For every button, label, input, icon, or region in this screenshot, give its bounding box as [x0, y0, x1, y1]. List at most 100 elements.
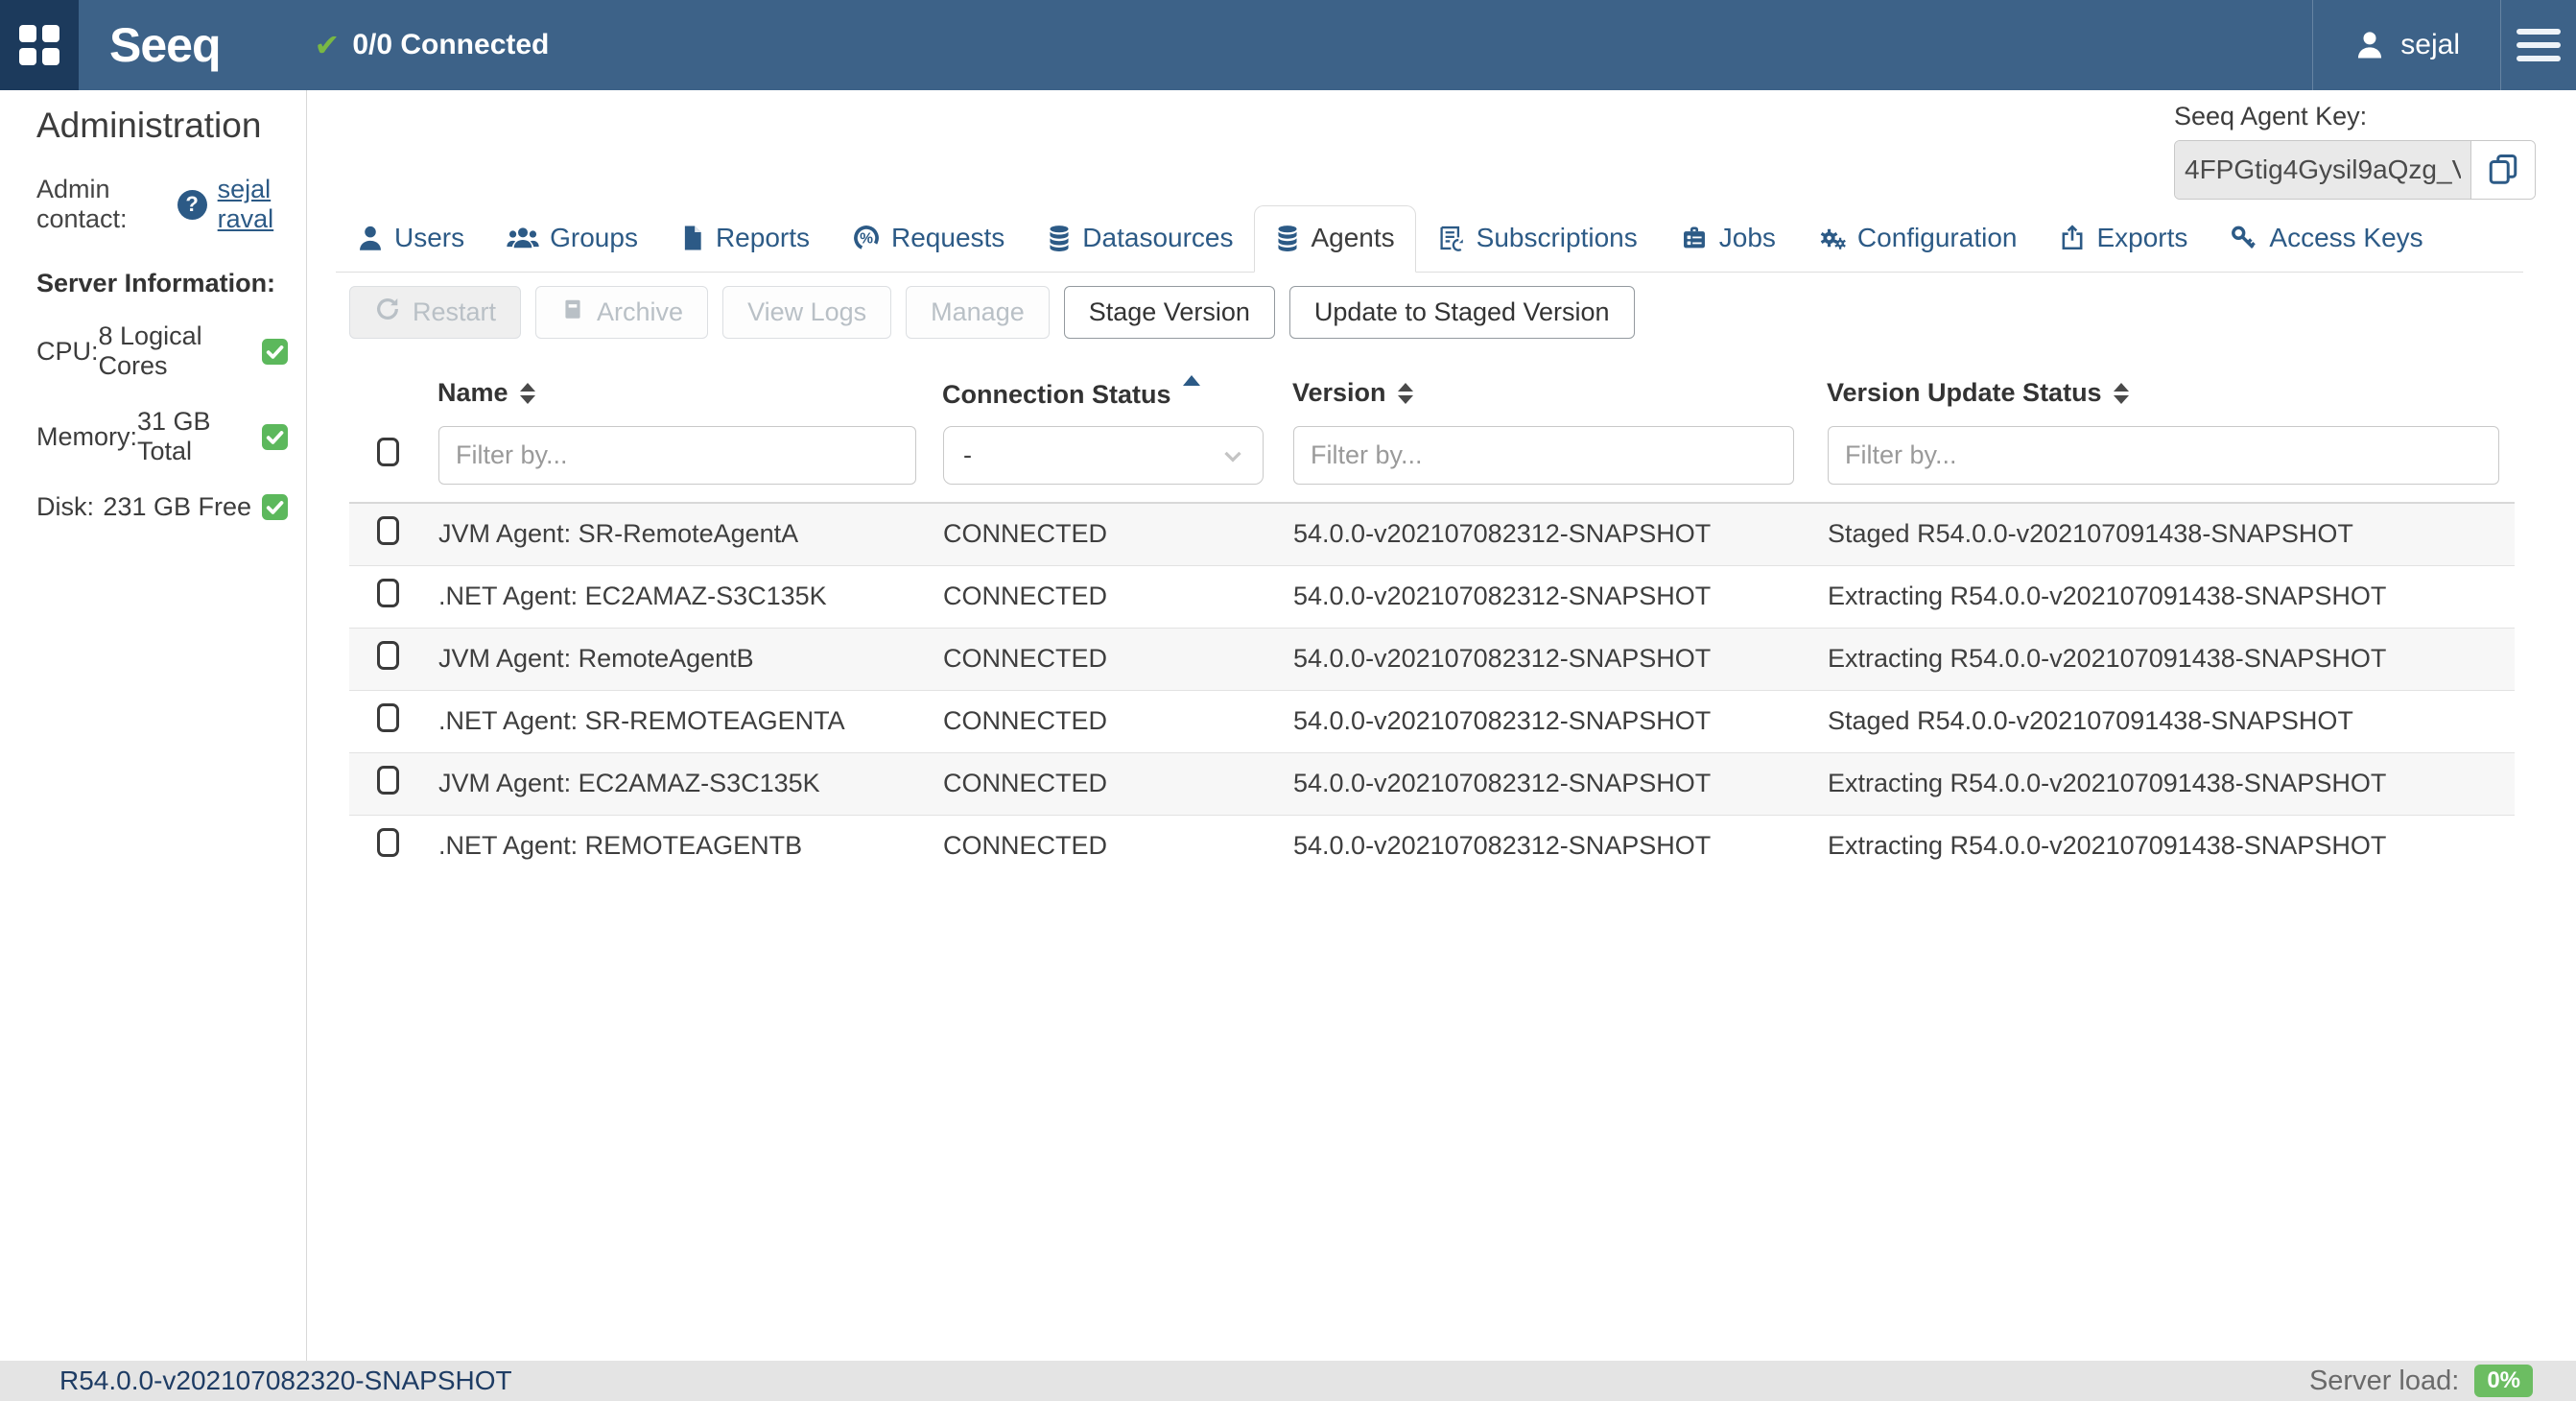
tab-groups[interactable]: Groups — [485, 205, 659, 273]
archive-button[interactable]: Archive — [535, 286, 709, 339]
tab-access-keys[interactable]: Access Keys — [2209, 205, 2444, 273]
admin-contact-link[interactable]: sejal raval — [217, 175, 274, 233]
admin-sidebar: Administration Admin contact: ? sejal ra… — [0, 90, 307, 1361]
stage-version-button[interactable]: Stage Version — [1063, 286, 1275, 339]
sort-icon — [2113, 383, 2129, 405]
cell-version: 54.0.0-v202107082312-SNAPSHOT — [1292, 814, 1827, 877]
col-header-version-update-status[interactable]: Version Update Status — [1827, 362, 2515, 425]
tab-agents[interactable]: Agents — [1254, 205, 1416, 273]
server-info-heading: Server Information: — [36, 269, 276, 297]
cell-agent-name: .NET Agent: EC2AMAZ-S3C135K — [437, 564, 942, 628]
gears-icon — [1818, 224, 1847, 252]
col-header-checkbox — [349, 362, 437, 425]
agent-table-row[interactable]: JVM Agent: SR-RemoteAgentA CONNECTED 54.… — [349, 502, 2515, 565]
row-checkbox[interactable] — [377, 579, 399, 607]
user-icon — [357, 224, 384, 252]
main-content: Seeq Agent Key: Users — [307, 90, 2576, 1361]
name-filter-input[interactable] — [438, 426, 916, 485]
agent-table-row[interactable]: JVM Agent: EC2AMAZ-S3C135K CONNECTED 54.… — [349, 751, 2515, 815]
hamburger-menu-button[interactable] — [2501, 0, 2576, 90]
stat-label: Disk: — [36, 492, 94, 521]
gauge-percent-icon: % — [852, 224, 881, 252]
row-checkbox[interactable] — [377, 766, 399, 795]
cell-agent-name: JVM Agent: RemoteAgentB — [437, 627, 942, 690]
database-icon — [1275, 224, 1300, 252]
cell-version-update-status: Extracting R54.0.0-v202107091438-SNAPSHO… — [1827, 751, 2515, 815]
cell-agent-name: .NET Agent: SR-REMOTEAGENTA — [437, 689, 942, 752]
row-checkbox[interactable] — [377, 641, 399, 670]
status-footer: R54.0.0-v202107082320-SNAPSHOT Server lo… — [0, 1361, 2576, 1401]
waffle-grid-icon — [19, 25, 59, 65]
tab-requests[interactable]: % Requests — [831, 205, 1026, 273]
col-header-version[interactable]: Version — [1292, 362, 1827, 425]
admin-tab-bar: Users Groups Reports % Requests Datasour… — [336, 205, 2523, 273]
agent-table-row[interactable]: .NET Agent: REMOTEAGENTB CONNECTED 54.0.… — [349, 814, 2515, 877]
datasources-connected-status[interactable]: ✔ 0/0 Connected — [315, 27, 550, 63]
cell-agent-name: JVM Agent: SR-RemoteAgentA — [437, 502, 942, 565]
agent-key-input[interactable] — [2175, 141, 2471, 199]
tab-subscriptions[interactable]: Subscriptions — [1416, 205, 1659, 273]
tab-exports[interactable]: Exports — [2038, 205, 2209, 273]
select-all-checkbox[interactable] — [377, 438, 399, 466]
version-filter-input[interactable] — [1293, 426, 1794, 485]
app-switcher-button[interactable] — [0, 0, 79, 90]
col-header-name[interactable]: Name — [437, 362, 942, 425]
help-question-icon[interactable]: ? — [177, 189, 207, 220]
tab-datasources[interactable]: Datasources — [1026, 205, 1254, 273]
export-icon — [2059, 224, 2086, 252]
check-square-icon — [262, 423, 288, 450]
update-status-filter-input[interactable] — [1828, 426, 2499, 485]
cell-agent-name: .NET Agent: REMOTEAGENTB — [437, 814, 942, 877]
sort-icon — [1397, 383, 1413, 405]
status-filter-select[interactable]: - — [943, 426, 1264, 485]
svg-text:%: % — [860, 230, 873, 247]
cell-version: 54.0.0-v202107082312-SNAPSHOT — [1292, 751, 1827, 815]
row-checkbox[interactable] — [377, 703, 399, 732]
copy-agent-key-button[interactable] — [2471, 141, 2535, 199]
agent-key-label: Seeq Agent Key: — [2174, 102, 2368, 131]
restart-button[interactable]: Restart — [349, 286, 522, 339]
user-menu[interactable]: sejal — [2312, 0, 2501, 90]
cell-agent-name: JVM Agent: EC2AMAZ-S3C135K — [437, 751, 942, 815]
server-stat-row: Disk: 231 GB Free — [36, 492, 288, 522]
cell-version: 54.0.0-v202107082312-SNAPSHOT — [1292, 502, 1827, 565]
tab-reports[interactable]: Reports — [659, 205, 831, 273]
agents-table: Name Connection Status Version Version U… — [349, 362, 2515, 877]
row-checkbox[interactable] — [377, 828, 399, 858]
cell-version-update-status: Extracting R54.0.0-v202107091438-SNAPSHO… — [1827, 814, 2515, 877]
server-version-text: R54.0.0-v202107082320-SNAPSHOT — [59, 1365, 512, 1395]
cell-version-update-status: Extracting R54.0.0-v202107091438-SNAPSHO… — [1827, 564, 2515, 628]
server-stat-row: CPU: 8 Logical Cores — [36, 321, 288, 381]
admin-contact-label: Admin contact: — [36, 175, 128, 233]
view-logs-button[interactable]: View Logs — [722, 286, 892, 339]
cell-version-update-status: Staged R54.0.0-v202107091438-SNAPSHOT — [1827, 689, 2515, 752]
update-to-staged-version-button[interactable]: Update to Staged Version — [1288, 286, 1635, 339]
seeq-logo[interactable]: Seeq — [109, 18, 222, 72]
cell-version: 54.0.0-v202107082312-SNAPSHOT — [1292, 689, 1827, 752]
server-stat-row: Memory: 31 GB Total — [36, 407, 288, 466]
tab-configuration[interactable]: Configuration — [1797, 205, 2039, 273]
agent-table-row[interactable]: .NET Agent: EC2AMAZ-S3C135K CONNECTED 54… — [349, 564, 2515, 628]
check-square-icon — [262, 494, 288, 520]
stat-label: Memory: — [36, 421, 138, 451]
col-header-connection-status[interactable]: Connection Status — [942, 362, 1292, 425]
stat-value: 8 Logical Cores — [98, 321, 202, 380]
agents-toolbar: Restart Archive View Logs Manage Stage V… — [349, 286, 2523, 339]
sort-asc-icon — [1182, 375, 1200, 386]
user-icon — [2353, 29, 2386, 61]
cell-connection-status: CONNECTED — [942, 502, 1292, 565]
row-checkbox[interactable] — [377, 516, 399, 546]
cell-version-update-status: Staged R54.0.0-v202107091438-SNAPSHOT — [1827, 502, 2515, 565]
check-square-icon — [262, 338, 288, 365]
tab-users[interactable]: Users — [336, 205, 485, 273]
manage-button[interactable]: Manage — [906, 286, 1050, 339]
stat-label: CPU: — [36, 336, 99, 366]
agent-table-row[interactable]: .NET Agent: SR-REMOTEAGENTA CONNECTED 54… — [349, 689, 2515, 752]
connected-label: 0/0 Connected — [352, 29, 550, 60]
cell-version-update-status: Extracting R54.0.0-v202107091438-SNAPSHO… — [1827, 627, 2515, 690]
agent-table-row[interactable]: JVM Agent: RemoteAgentB CONNECTED 54.0.0… — [349, 627, 2515, 690]
tab-jobs[interactable]: Jobs — [1659, 205, 1797, 273]
cell-connection-status: CONNECTED — [942, 689, 1292, 752]
stat-value: 31 GB Total — [137, 407, 211, 465]
